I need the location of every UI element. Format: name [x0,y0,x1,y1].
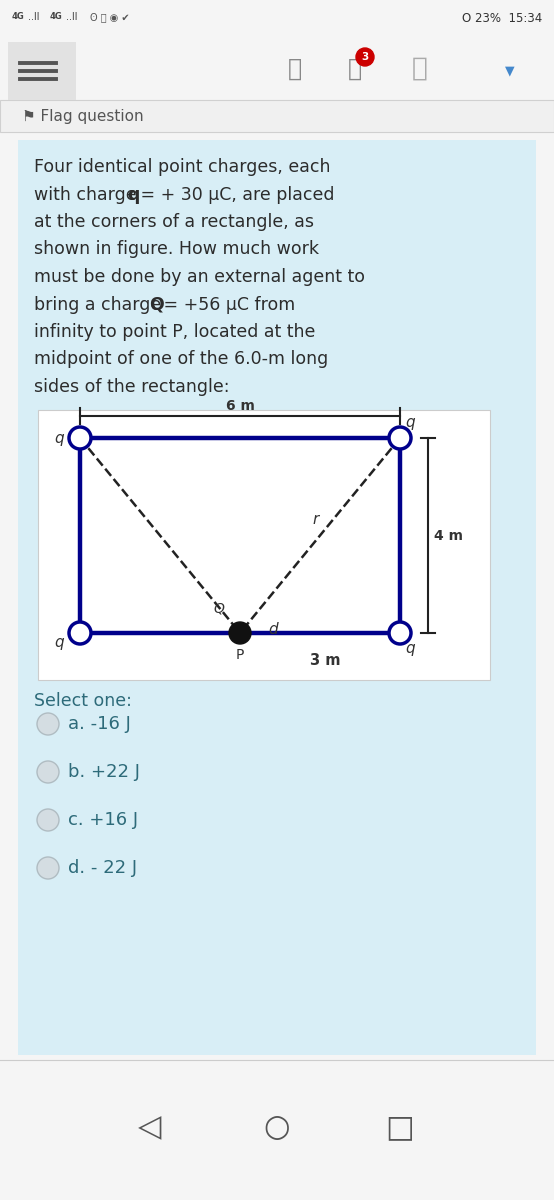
Text: infinity to point P, located at the: infinity to point P, located at the [34,323,315,341]
Text: 3: 3 [361,52,368,62]
Text: Q: Q [213,601,224,614]
Text: 3 m: 3 m [310,653,340,668]
Text: □: □ [386,1114,414,1142]
Text: 👤: 👤 [412,56,428,82]
Text: ʘ Ⓢ ◉ ✔: ʘ Ⓢ ◉ ✔ [90,12,130,22]
Circle shape [37,761,59,782]
Text: d. - 22 J: d. - 22 J [68,859,137,877]
Circle shape [69,427,91,449]
Text: d: d [268,622,278,636]
Text: q: q [405,641,414,656]
Text: O 23%  15:34: O 23% 15:34 [461,12,542,25]
Text: bring a charge: bring a charge [34,295,167,313]
FancyBboxPatch shape [38,410,490,680]
FancyBboxPatch shape [0,100,554,132]
Text: sides of the rectangle:: sides of the rectangle: [34,378,229,396]
Text: Q: Q [149,295,164,313]
Text: Four identical point charges, each: Four identical point charges, each [34,158,331,176]
Circle shape [37,713,59,734]
Text: ○: ○ [264,1114,290,1142]
Text: = +56 μC from: = +56 μC from [158,295,295,313]
Text: q: q [127,186,140,204]
Text: q: q [54,431,64,445]
FancyBboxPatch shape [8,42,76,100]
Text: ◁: ◁ [138,1114,162,1142]
Circle shape [69,622,91,644]
Text: at the corners of a rectangle, as: at the corners of a rectangle, as [34,214,314,230]
Circle shape [229,622,251,644]
Text: ..ll: ..ll [66,12,78,22]
Text: 4 m: 4 m [434,528,463,542]
Text: 4G: 4G [12,12,25,20]
Circle shape [356,48,374,66]
Text: shown in figure. How much work: shown in figure. How much work [34,240,319,258]
Text: must be done by an external agent to: must be done by an external agent to [34,268,365,286]
Text: with charge: with charge [34,186,142,204]
Text: ▼: ▼ [505,65,515,78]
Text: 6 m: 6 m [225,398,254,413]
Text: q: q [54,635,64,650]
Text: ⚑ Flag question: ⚑ Flag question [22,108,143,124]
Text: 💬: 💬 [348,56,362,80]
Text: ..ll: ..ll [28,12,39,22]
Text: 🔔: 🔔 [288,56,302,80]
Text: P: P [236,648,244,662]
Text: midpoint of one of the 6.0-m long: midpoint of one of the 6.0-m long [34,350,329,368]
Circle shape [389,427,411,449]
Text: a. -16 J: a. -16 J [68,715,131,733]
Text: 4G: 4G [50,12,63,20]
Text: Select one:: Select one: [34,692,132,710]
Circle shape [37,809,59,830]
Circle shape [389,622,411,644]
Text: = + 30 μC, are placed: = + 30 μC, are placed [135,186,335,204]
FancyBboxPatch shape [18,140,536,1055]
Text: c. +16 J: c. +16 J [68,811,138,829]
Text: q: q [405,415,414,430]
Circle shape [37,857,59,878]
Text: r: r [312,512,318,528]
Text: b. +22 J: b. +22 J [68,763,140,781]
